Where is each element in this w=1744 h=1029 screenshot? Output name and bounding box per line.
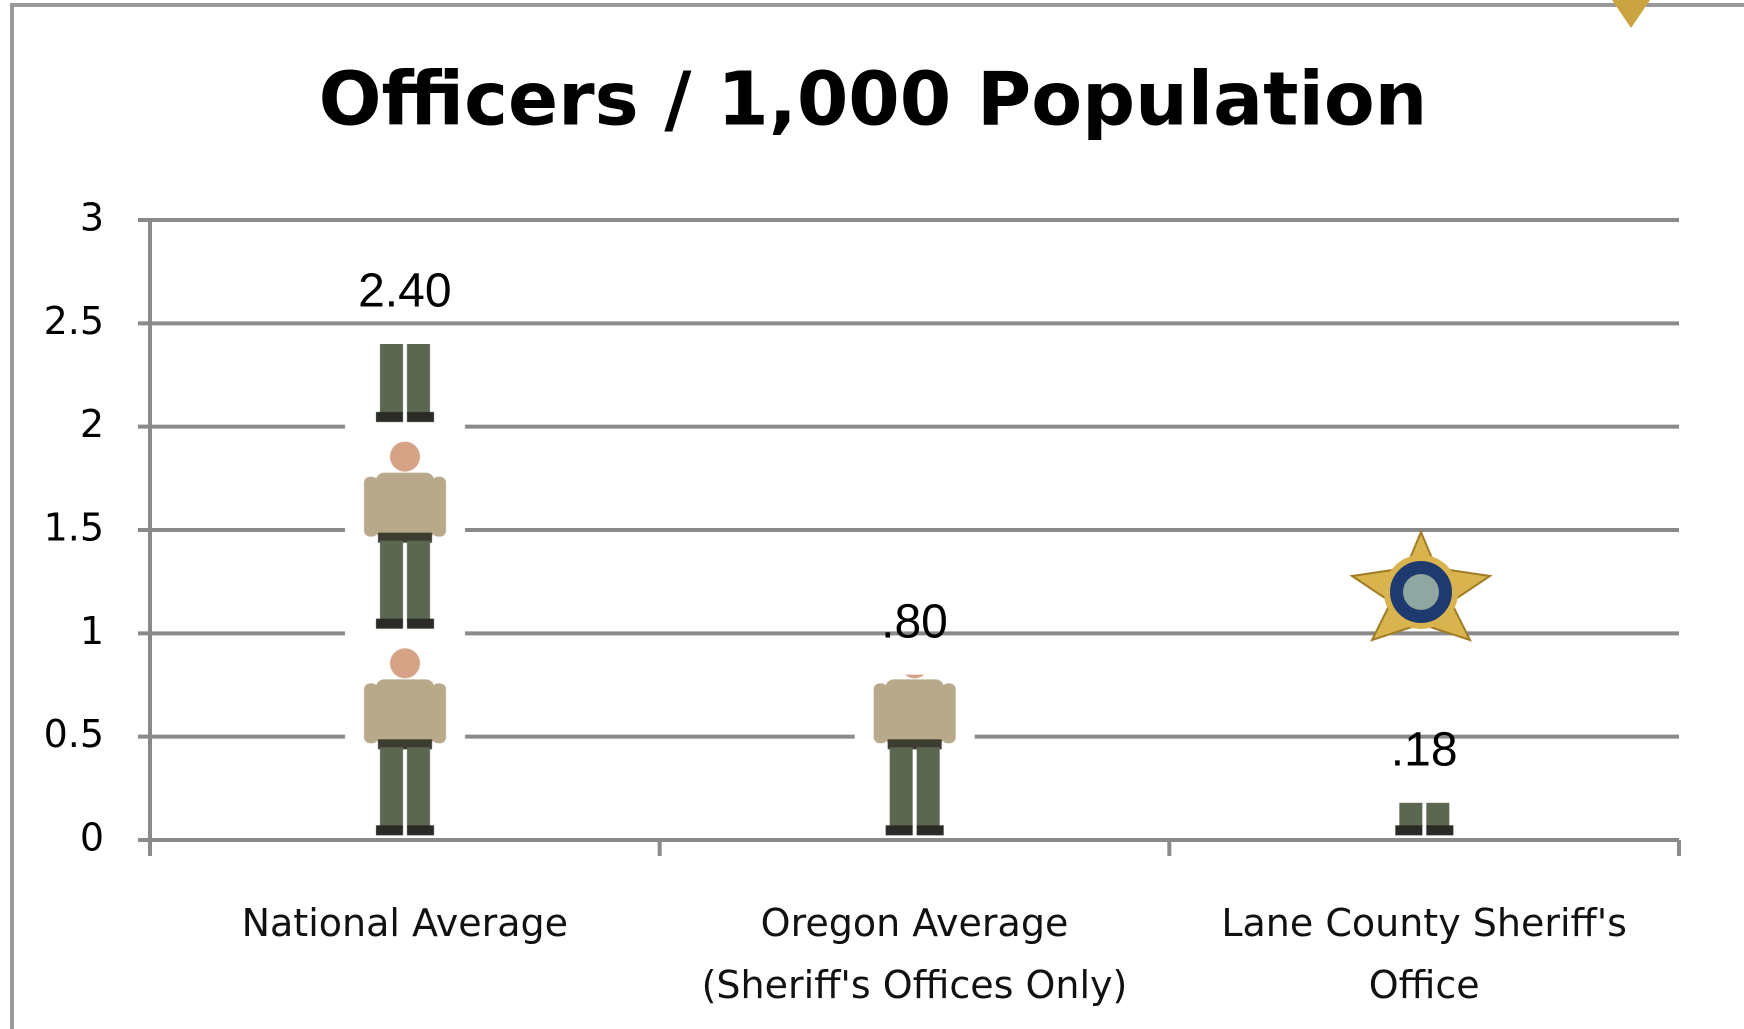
- value-label: .80: [881, 595, 948, 648]
- bar: [1362, 802, 1487, 840]
- x-tick-label: Oregon Average (Sheriff's Offices Only): [701, 901, 1128, 1007]
- y-tick-label: 2.5: [44, 299, 104, 343]
- x-tick-label: Lane County Sheriff's Office: [1221, 901, 1627, 1007]
- y-tick-label: 0.5: [44, 712, 104, 756]
- bar: [342, 344, 467, 840]
- sheriff-badge: [1349, 529, 1493, 642]
- y-tick-label: 2: [80, 402, 104, 446]
- y-tick-label: 1: [80, 609, 104, 653]
- value-label: .18: [1391, 723, 1458, 776]
- y-tick-label: 0: [80, 816, 104, 860]
- frame: [10, 3, 1744, 1029]
- corner-badge: [1612, 0, 1650, 28]
- y-tick-label: 1.5: [44, 506, 104, 550]
- x-tick-label: National Average: [241, 901, 569, 945]
- chart-title: Officers / 1,000 Population: [319, 57, 1428, 143]
- value-label: 2.40: [358, 265, 451, 318]
- y-tick-label: 3: [80, 196, 104, 240]
- bar: [852, 674, 977, 840]
